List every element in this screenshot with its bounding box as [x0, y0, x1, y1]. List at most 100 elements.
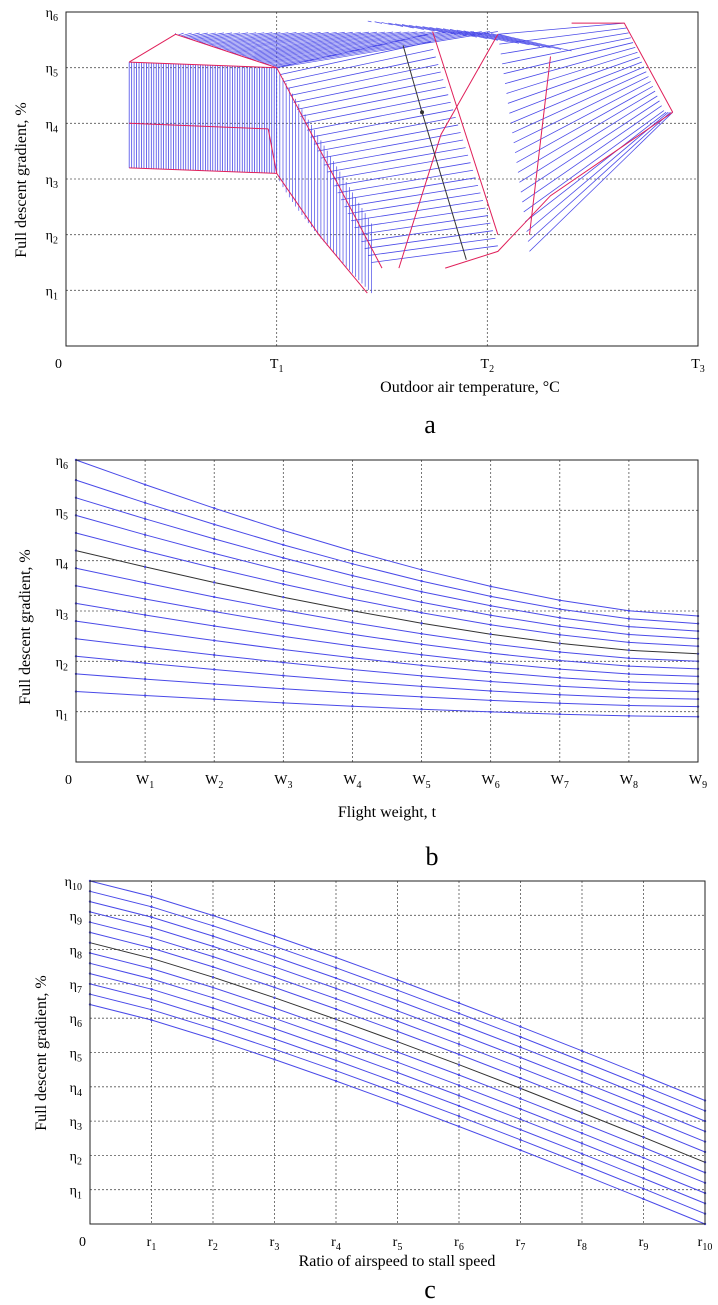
- curve-line: [218, 32, 313, 49]
- curve-point: [519, 1087, 522, 1090]
- curve-line: [253, 31, 426, 61]
- curve-line: [236, 31, 369, 55]
- curve-line: [75, 655, 699, 700]
- curve-point: [642, 1187, 645, 1190]
- boundary-line: [267, 128, 368, 294]
- curve-point: [282, 622, 285, 625]
- curve-line: [513, 76, 649, 144]
- curve-line: [507, 56, 640, 104]
- curve-point: [580, 1080, 584, 1083]
- curve-line: [529, 111, 673, 252]
- curve-point: [273, 945, 276, 948]
- x-tick-label: r2: [208, 1235, 218, 1253]
- curve-point: [150, 977, 153, 981]
- curve-point: [519, 1097, 522, 1100]
- x-axis-label-b: Flight weight, t: [338, 804, 437, 821]
- mid-curve: [402, 45, 467, 260]
- curve-point: [213, 610, 216, 613]
- y-tick-label: η4: [46, 117, 58, 135]
- curve-line: [313, 116, 456, 145]
- curve-line: [205, 32, 273, 45]
- curve-point: [519, 1138, 522, 1142]
- y-tick-label: η5: [46, 62, 58, 80]
- x-tick-label: r8: [577, 1235, 587, 1253]
- curve-point: [627, 688, 631, 691]
- curve-point: [642, 1125, 645, 1129]
- curve-point: [420, 643, 423, 646]
- curve-point: [558, 650, 561, 654]
- curve-line: [193, 32, 233, 41]
- curve-point: [334, 966, 338, 970]
- mid-marker: [420, 110, 425, 115]
- x-tick-label: r5: [393, 1235, 403, 1253]
- curve-point: [627, 649, 631, 652]
- curve-line: [233, 31, 361, 54]
- curve-point: [211, 914, 215, 917]
- curve-point: [420, 695, 423, 699]
- boundary-line: [129, 122, 269, 130]
- curve-line: [276, 33, 429, 69]
- curve-line: [470, 31, 530, 46]
- curve-point: [580, 1173, 584, 1176]
- plot-frame-c: [89, 880, 706, 1225]
- curve-point: [642, 1197, 645, 1201]
- curve-point: [143, 517, 147, 521]
- curve-point: [282, 635, 285, 638]
- curve-line: [436, 27, 477, 38]
- y-tick-label: η6: [46, 6, 58, 24]
- curve-point: [143, 694, 147, 697]
- curve-line: [241, 31, 386, 57]
- curve-line: [522, 105, 662, 203]
- curve-point: [420, 579, 423, 583]
- curve-point: [143, 565, 147, 569]
- series-a: [128, 20, 674, 294]
- curve-line: [75, 673, 699, 708]
- curve-point: [334, 1059, 338, 1062]
- curve-line: [183, 32, 200, 38]
- curve-point: [642, 1166, 645, 1170]
- curve-line: [208, 32, 281, 46]
- x-tick-label: W6: [482, 773, 500, 791]
- x-tick-label: W7: [551, 773, 569, 791]
- curve-point: [273, 934, 276, 938]
- curve-point: [396, 1009, 399, 1012]
- x-tick-label: r10: [698, 1235, 713, 1253]
- curve-line: [310, 109, 454, 138]
- curve-point: [396, 1019, 399, 1023]
- curve-point: [213, 639, 216, 642]
- curve-point: [396, 1081, 399, 1085]
- curve-point: [396, 1102, 399, 1105]
- curve-point: [420, 611, 423, 614]
- curve-point: [143, 629, 147, 633]
- y-tick-label: η6: [56, 454, 68, 472]
- curve-line: [238, 31, 378, 56]
- curve-point: [273, 955, 276, 958]
- curve-line: [279, 41, 431, 76]
- curve-point: [627, 633, 631, 636]
- curve-line: [415, 25, 446, 33]
- curve-line: [263, 31, 458, 64]
- curve-point: [627, 609, 631, 612]
- x-tick-label: W8: [620, 773, 638, 791]
- curve-point: [420, 622, 423, 625]
- curve-point: [457, 1032, 461, 1036]
- curve-point: [627, 656, 631, 660]
- curve-point: [213, 506, 216, 510]
- curve-point: [334, 1048, 338, 1052]
- curve-point: [143, 661, 147, 665]
- x-tick-label: W9: [689, 773, 707, 791]
- curve-line: [506, 51, 638, 94]
- x-origin-label: 0: [65, 773, 72, 788]
- curve-point: [211, 955, 215, 958]
- curve-point: [420, 685, 423, 688]
- curve-point: [580, 1101, 584, 1104]
- curve-line: [512, 71, 647, 134]
- curve-point: [150, 915, 153, 919]
- curve-line: [526, 111, 669, 232]
- curve-point: [457, 1073, 461, 1077]
- curve-line: [75, 532, 699, 647]
- curve-point: [213, 668, 216, 671]
- curve-line: [75, 585, 699, 670]
- curve-point: [627, 704, 631, 707]
- curve-point: [558, 599, 561, 602]
